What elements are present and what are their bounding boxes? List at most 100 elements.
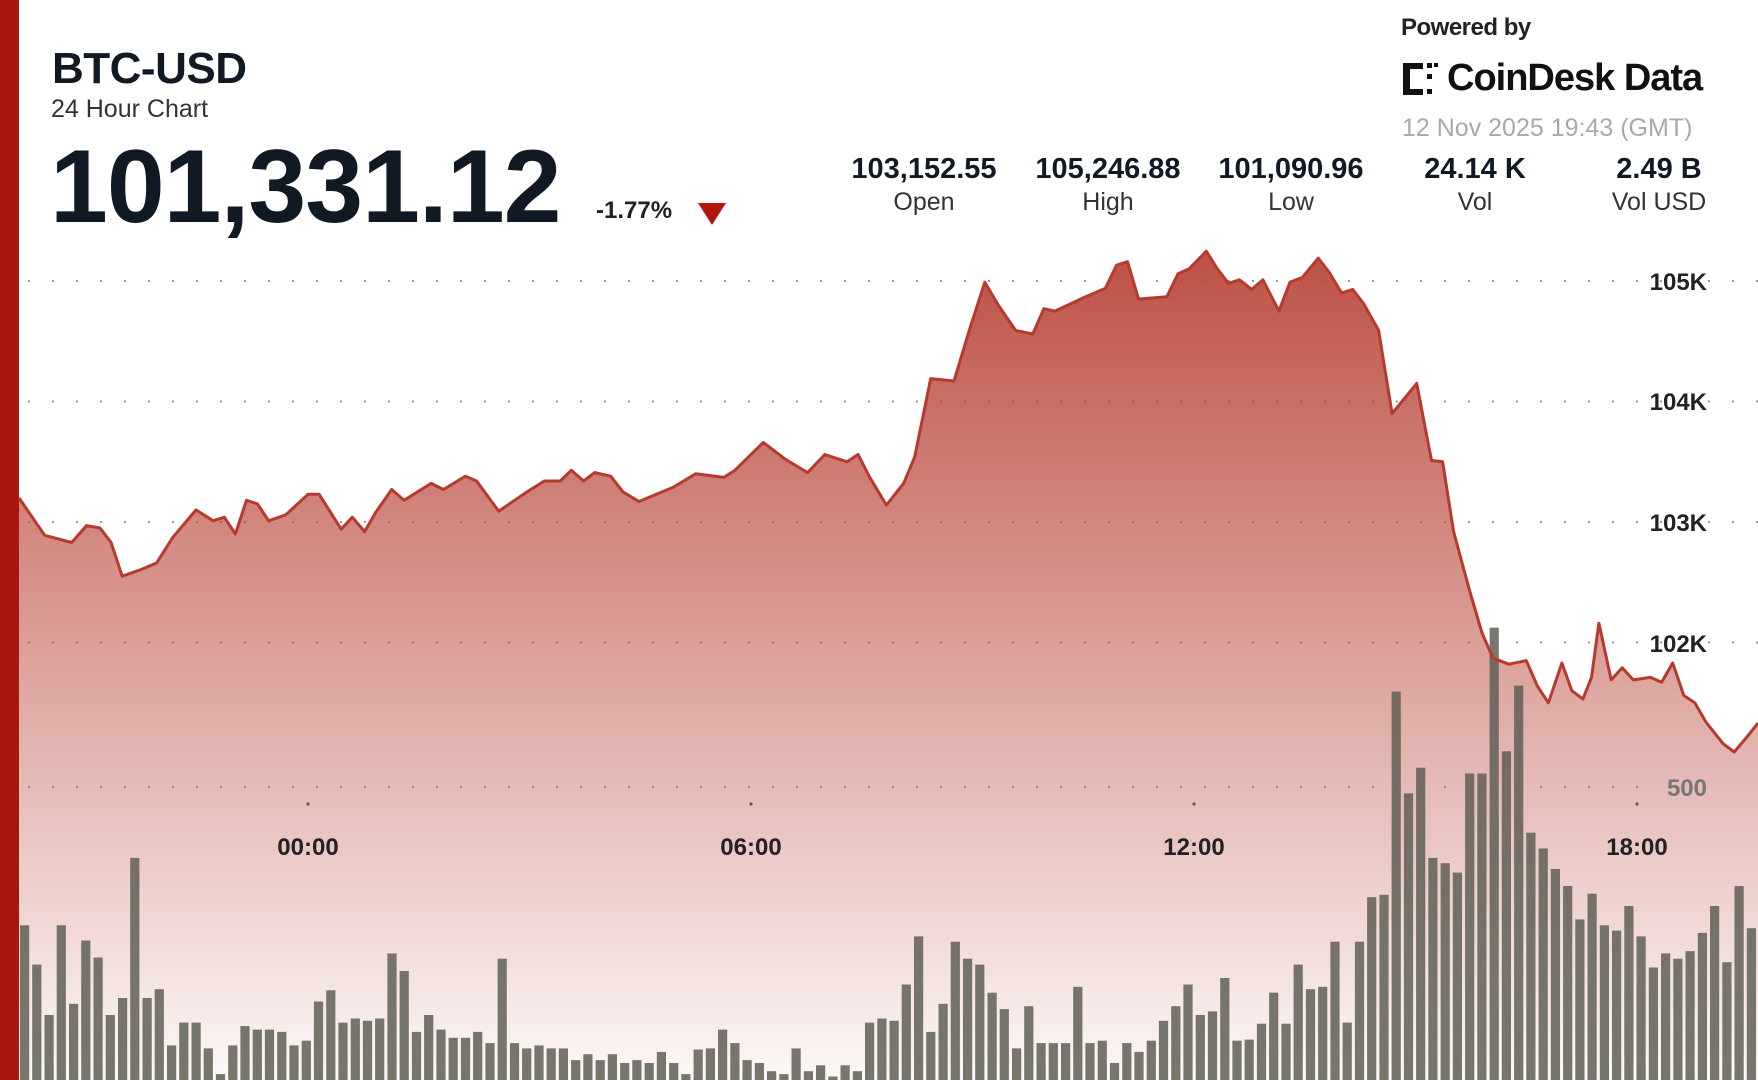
volume-bar — [1563, 886, 1573, 1080]
volume-bar — [375, 1018, 385, 1080]
stat-value: 2.49 B — [1616, 153, 1702, 185]
volume-bar — [1440, 863, 1450, 1080]
stat-vol: 24.14 K Vol — [1385, 153, 1565, 217]
volume-bar — [1109, 1063, 1120, 1080]
volume-bar — [1318, 986, 1328, 1080]
volume-bar — [522, 1048, 532, 1080]
volume-bar — [730, 1043, 740, 1080]
volume-bar — [32, 964, 42, 1080]
volume-bar — [203, 1048, 213, 1080]
volume-bar — [1122, 1043, 1132, 1080]
stat-value: 24.14 K — [1424, 153, 1526, 185]
volume-bar — [632, 1060, 642, 1080]
y-tick-label: 102K — [1650, 631, 1708, 658]
volume-bar — [1379, 894, 1389, 1080]
triangle-down-icon — [698, 203, 726, 225]
volume-bar — [1624, 906, 1634, 1080]
volume-bar — [1746, 928, 1756, 1080]
powered-by-label: Powered by — [1401, 14, 1531, 41]
volume-bar — [865, 1022, 875, 1080]
volume-bar — [1367, 897, 1377, 1080]
volume-bar — [595, 1060, 605, 1080]
volume-bar — [1330, 941, 1340, 1080]
current-price: 101,331.12 — [50, 129, 562, 245]
volume-bar — [44, 1015, 54, 1080]
volume-bar — [424, 1015, 434, 1080]
volume-bar — [803, 1071, 813, 1080]
volume-bar — [1612, 930, 1622, 1080]
volume-bar — [1722, 962, 1732, 1080]
volume-bar — [975, 964, 985, 1080]
volume-bar — [1097, 1040, 1107, 1080]
volume-bar — [473, 1031, 483, 1080]
y-tick-label: 105K — [1650, 269, 1708, 296]
volume-bar — [1477, 773, 1487, 1080]
volume-bar — [914, 936, 924, 1080]
volume-bar — [1648, 967, 1658, 1080]
volume-bar — [1061, 1043, 1071, 1080]
volume-bar — [1158, 1020, 1169, 1080]
coindesk-logo: CoinDesk Data — [1401, 57, 1703, 100]
volume-bar — [154, 989, 164, 1080]
volume-bar — [1526, 832, 1536, 1080]
volume-bar — [1269, 992, 1279, 1080]
volume-bar — [889, 1020, 899, 1080]
timestamp: 12 Nov 2025 19:43 (GMT) — [1402, 114, 1693, 142]
volume-bar — [754, 1063, 764, 1080]
x-tick-label: 18:00 — [1606, 834, 1667, 861]
volume-bar — [301, 1040, 311, 1080]
volume-bar — [1207, 1011, 1218, 1080]
volume-bar — [1146, 1040, 1156, 1080]
volume-bar — [1036, 1043, 1046, 1080]
volume-bar — [289, 1045, 299, 1080]
volume-bar — [326, 990, 336, 1080]
stat-vol-usd: 2.49 B Vol USD — [1569, 153, 1749, 217]
volume-bar — [791, 1048, 801, 1080]
volume-bar — [105, 1015, 115, 1080]
volume-bar — [1501, 751, 1511, 1080]
chart-subtitle: 24 Hour Chart — [51, 95, 209, 123]
stat-label: Low — [1268, 188, 1314, 216]
volume-bar — [448, 1037, 458, 1080]
accent-bar — [0, 0, 19, 1080]
volume-bar — [1489, 627, 1499, 1080]
volume-bar — [1256, 1023, 1267, 1080]
volume-tick-label: 500 — [1667, 775, 1707, 802]
volume-bar — [1575, 919, 1585, 1080]
volume-bar — [350, 1018, 360, 1080]
brand-name: CoinDesk Data — [1447, 57, 1703, 99]
volume-bar — [1428, 857, 1438, 1080]
volume-bar — [1244, 1039, 1254, 1080]
volume-bar — [1232, 1040, 1242, 1080]
volume-bar — [767, 1071, 777, 1080]
volume-bar — [571, 1060, 581, 1080]
volume-bar — [1281, 1023, 1291, 1080]
stat-value: 103,152.55 — [851, 153, 997, 185]
volume-bar — [987, 992, 997, 1080]
volume-bar — [1012, 1048, 1022, 1080]
volume-bar — [81, 940, 91, 1080]
volume-bar — [742, 1060, 752, 1080]
volume-bar — [509, 1043, 520, 1080]
volume-bar — [607, 1054, 617, 1080]
volume-bar — [1587, 893, 1597, 1080]
price-line — [17, 249, 1758, 754]
x-tick-label: 00:00 — [277, 834, 338, 861]
volume-bar — [1416, 767, 1426, 1080]
volume-bar — [1636, 936, 1646, 1080]
volume-bar — [1599, 925, 1609, 1080]
volume-bar — [411, 1031, 422, 1080]
volume-bar — [1452, 872, 1462, 1080]
volume-bar — [963, 958, 973, 1080]
volume-bar — [436, 1029, 446, 1080]
volume-bar — [1710, 906, 1720, 1080]
volume-bar — [252, 1029, 262, 1080]
stat-value: 101,090.96 — [1218, 153, 1364, 185]
volume-bar — [669, 1063, 679, 1080]
volume-bar — [1134, 1051, 1144, 1080]
volume-bar — [1550, 869, 1560, 1080]
symbol-title: BTC-USD — [52, 44, 247, 93]
volume-bar — [852, 1071, 862, 1080]
volume-bar — [1183, 984, 1193, 1080]
volume-bar — [693, 1049, 703, 1080]
